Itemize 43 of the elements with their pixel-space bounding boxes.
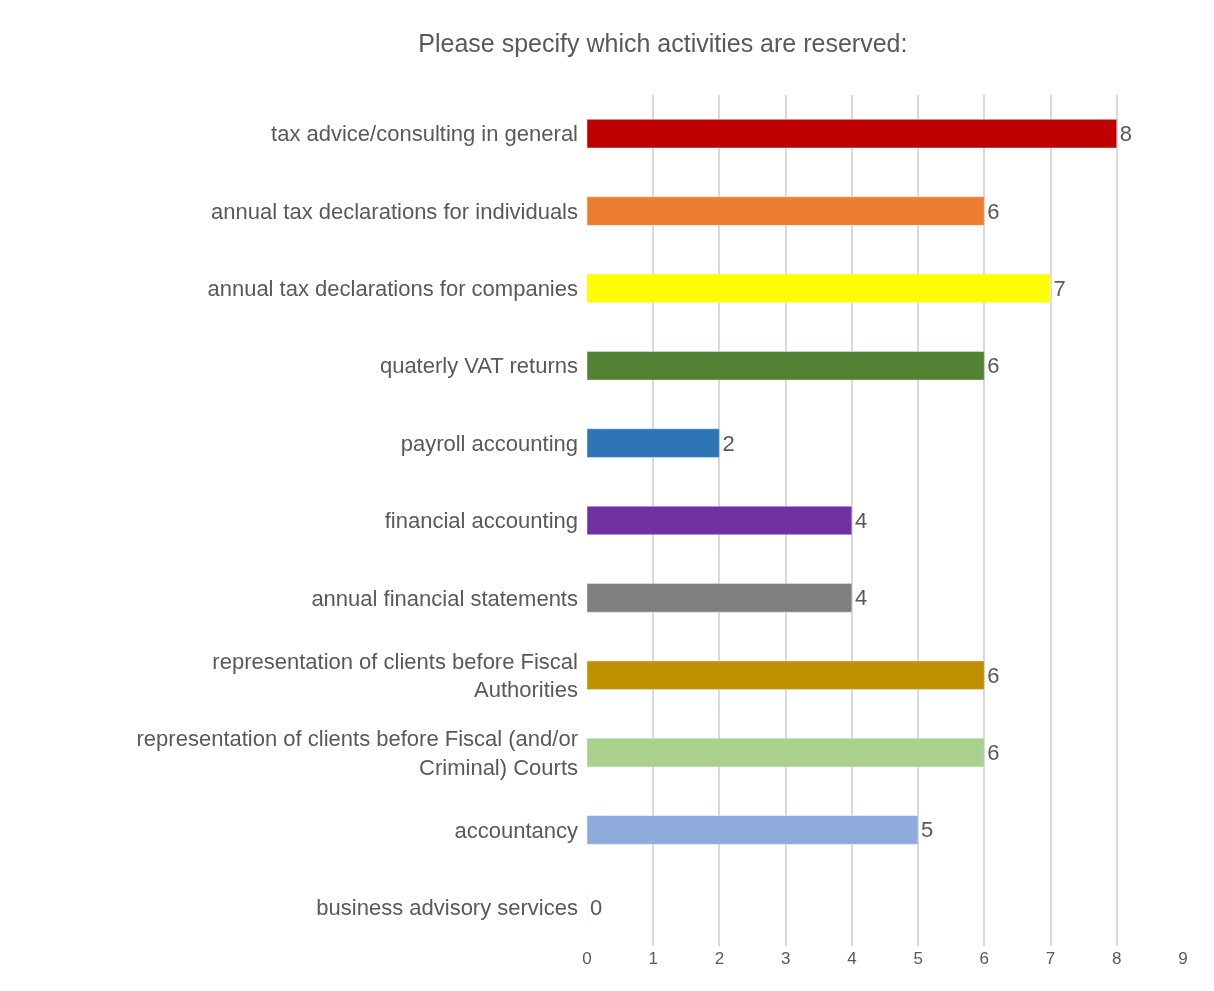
x-tick-label: 4: [847, 949, 857, 968]
x-tick-label: 3: [780, 949, 791, 968]
y-tick-label: representation of clients before Fiscal (and/or Criminal) Courts: [136, 725, 578, 780]
data-label: 5: [921, 817, 934, 843]
data-label: 4: [854, 585, 868, 611]
y-tick-label: annual financial statements: [311, 585, 578, 611]
bar: [587, 738, 985, 768]
y-tick-label: tax advice/consulting in general: [271, 121, 578, 147]
chart-title: Please specify which activities are reserved:: [418, 29, 908, 58]
bar: [587, 196, 985, 226]
y-tick-label: business advisory services: [316, 895, 578, 921]
x-tick-label: 7: [1045, 949, 1056, 968]
x-tick-label: 8: [1112, 949, 1122, 968]
x-tick-label: 6: [979, 949, 990, 968]
bar: [587, 505, 853, 536]
data-label: 4: [854, 508, 868, 533]
data-label: 8: [1119, 121, 1133, 147]
x-tick-label: 9: [1178, 949, 1188, 968]
bar: [587, 815, 919, 845]
x-tick-label: 2: [714, 949, 725, 968]
y-tick-label: financial accounting: [384, 508, 578, 534]
y-tick-label: annual tax declarations for companies: [207, 276, 578, 302]
data-label: 6: [987, 353, 1000, 379]
data-label: 6: [987, 662, 1000, 688]
bar: [587, 660, 985, 690]
bar: [587, 119, 1118, 149]
data-label: 6: [987, 740, 1000, 766]
data-label: 2: [722, 430, 735, 456]
x-tick-label: 5: [913, 949, 923, 968]
bar: [587, 583, 853, 613]
data-label: 6: [987, 198, 1000, 224]
bar: [587, 351, 985, 381]
data-label: 0: [590, 894, 603, 920]
y-tick-label: payroll accounting: [400, 430, 578, 456]
y-tick-label: accountancy: [454, 817, 578, 843]
bar: [587, 273, 1051, 303]
y-tick-label: quaterly VAT returns: [379, 353, 578, 379]
y-tick-label: representation of clients before Fiscal Authorities: [212, 648, 578, 703]
y-tick-label: annual tax declarations for individuals: [211, 198, 578, 224]
data-label: 7: [1053, 275, 1066, 301]
x-tick-label: 1: [648, 949, 658, 968]
bar: [587, 428, 720, 458]
x-tick-label: 0: [582, 949, 592, 968]
